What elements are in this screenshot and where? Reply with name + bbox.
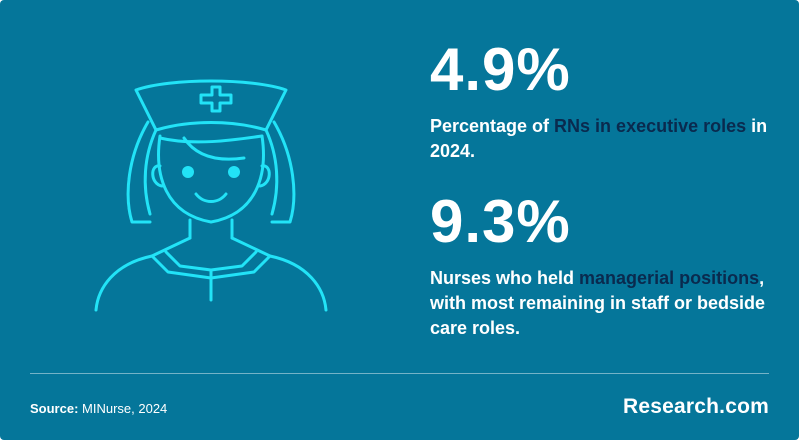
nurse-icon — [94, 79, 328, 312]
stat-desc-text: Percentage of — [430, 116, 555, 136]
stat-desc-text: in 2024. — [430, 116, 768, 161]
stat-value: 4.9% — [430, 36, 571, 103]
source-label: Source: — [30, 401, 79, 416]
stat-desc-highlight: managerial positions — [579, 268, 760, 288]
footer-divider — [30, 373, 769, 374]
source-note: Source: MINurse, 2024 — [30, 401, 167, 416]
stat-desc-text: Nurses who held — [430, 268, 580, 288]
stat-executive-roles: 4.9% Percentage of RNs in executive role… — [430, 40, 780, 164]
stat-description: Percentage of RNs in executive roles in … — [430, 114, 780, 164]
brand-logo: Research.com — [623, 395, 769, 418]
source-text: MINurse, 2024 — [78, 401, 168, 416]
stat-value: 9.3% — [430, 188, 571, 255]
stat-description: Nurses who held managerial positions, wi… — [430, 266, 780, 341]
stat-managerial-positions: 9.3% Nurses who held managerial position… — [430, 192, 780, 341]
stat-desc-highlight: RNs in executive roles — [554, 116, 747, 136]
stats-panel: 4.9% Percentage of RNs in executive role… — [430, 40, 780, 341]
stat-desc-text: , with most remaining in staff or bedsid… — [430, 268, 766, 338]
